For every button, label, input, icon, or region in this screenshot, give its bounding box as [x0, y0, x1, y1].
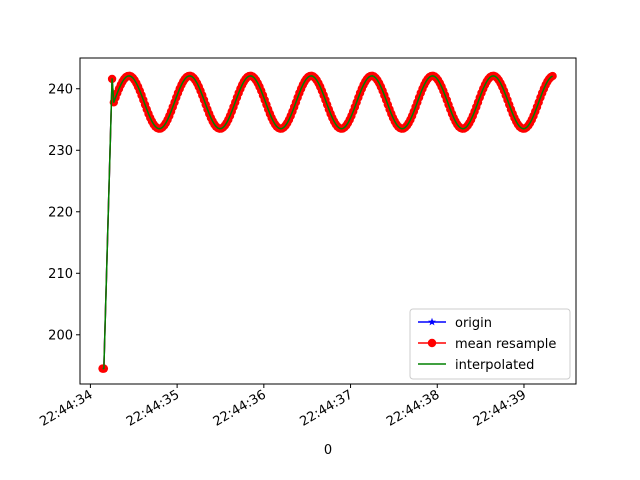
y-tick-label: 210 — [48, 267, 73, 282]
legend-origin-star-icon — [428, 317, 436, 326]
legend-box — [409, 308, 571, 380]
legend-mean-resample-circle-icon — [427, 338, 437, 348]
y-tick-label: 200 — [48, 328, 73, 343]
series-layer — [98, 71, 557, 373]
legend: origin mean resample interpolated — [409, 308, 571, 380]
x-axis-label: 0 — [324, 443, 332, 458]
y-tick-label: 230 — [48, 144, 73, 159]
plot-frame — [79, 57, 577, 385]
y-tick-label: 240 — [48, 82, 73, 97]
legend-mean-resample-label: mean resample — [455, 337, 556, 352]
series-interpolated-line — [102, 75, 553, 370]
legend-interpolated-label: interpolated — [455, 358, 534, 373]
legend-origin-label: origin — [455, 316, 492, 331]
y-tick-label: 220 — [48, 205, 73, 220]
